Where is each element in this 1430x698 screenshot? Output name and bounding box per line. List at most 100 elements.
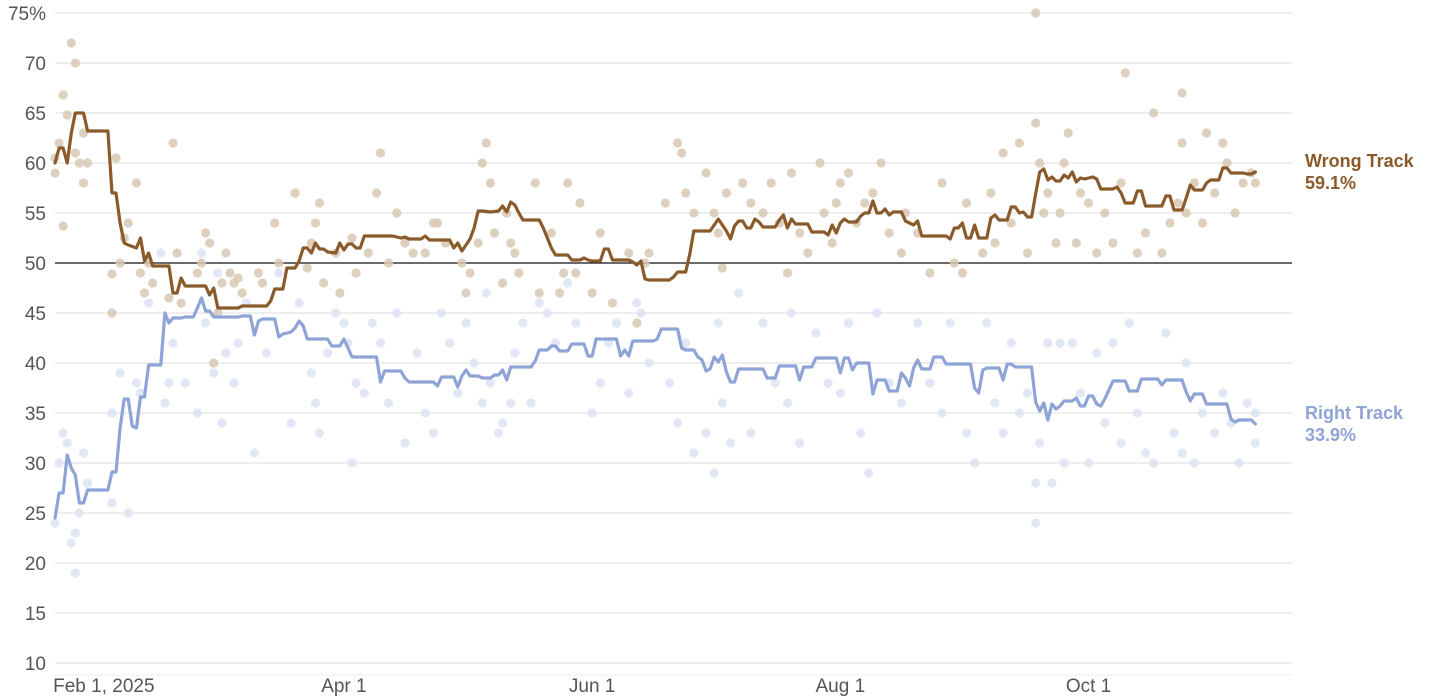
- wrong-track-poll-point: [949, 258, 959, 268]
- wrong-track-poll-point: [50, 168, 60, 178]
- wrong-track-poll-point: [506, 238, 516, 248]
- wrong-track-poll-point: [677, 148, 687, 158]
- wrong-track-poll-point: [831, 198, 841, 208]
- right-track-poll-point: [1124, 318, 1134, 328]
- wrong-track-poll-point: [624, 248, 634, 258]
- right-track-poll-point: [1092, 348, 1102, 358]
- right-track-poll-point: [375, 338, 386, 348]
- right-track-poll-point: [485, 378, 495, 388]
- wrong-track-poll-point: [164, 293, 174, 303]
- y-tick-label: 65: [25, 104, 46, 125]
- y-tick-label: 70: [25, 54, 46, 75]
- wrong-track-poll-point: [107, 308, 117, 318]
- right-track-poll-point: [506, 398, 516, 408]
- right-track-poll-point: [1132, 408, 1142, 418]
- right-track-poll-point: [611, 318, 622, 328]
- right-track-poll-point: [1181, 358, 1191, 368]
- wrong-track-poll-point: [465, 268, 475, 278]
- wrong-track-poll-point: [835, 178, 845, 188]
- wrong-track-poll-point: [1071, 238, 1081, 248]
- wrong-track-poll-point: [559, 268, 569, 278]
- wrong-track-poll-point: [575, 198, 585, 208]
- wrong-track-poll-point: [1022, 248, 1033, 258]
- y-tick-label: 45: [25, 304, 46, 325]
- x-tick-label: Oct 1: [1066, 676, 1111, 697]
- wrong-track-poll-point: [78, 128, 89, 138]
- right-track-poll-point: [314, 428, 325, 438]
- wrong-track-poll-point: [986, 188, 996, 198]
- wrong-track-poll-point: [481, 138, 491, 148]
- right-track-poll-point: [213, 268, 223, 278]
- y-tick-label: 10: [25, 654, 46, 675]
- wrong-track-poll-point: [209, 358, 219, 368]
- right-track-poll-point: [196, 248, 207, 258]
- right-track-poll-point: [1177, 448, 1187, 458]
- right-track-poll-point: [782, 398, 793, 408]
- wrong-track-poll-point: [1120, 68, 1130, 78]
- wrong-track-poll-point: [489, 228, 500, 238]
- wrong-track-poll-point: [782, 268, 793, 278]
- wrong-track-poll-point: [66, 38, 76, 48]
- wrong-track-poll-point: [461, 288, 471, 298]
- wrong-track-poll-point: [1165, 218, 1175, 228]
- wrong-track-poll-point: [196, 258, 207, 268]
- right-track-poll-point: [453, 388, 463, 398]
- wrong-track-poll-point: [795, 228, 805, 238]
- wrong-track-poll-point: [1177, 138, 1187, 148]
- wrong-track-poll-point: [1031, 118, 1041, 128]
- wrong-track-poll-point: [595, 228, 605, 238]
- y-tick-label: 30: [25, 454, 46, 475]
- wrong-track-poll-point: [1108, 238, 1118, 248]
- wrong-track-poll-point: [713, 228, 723, 238]
- wrong-track-poll-point: [1230, 208, 1240, 218]
- wrong-track-poll-point: [392, 208, 402, 218]
- wrong-track-poll-point: [221, 248, 231, 258]
- wrong-track-poll-point: [1218, 138, 1228, 148]
- x-tick-label: Aug 1: [816, 676, 866, 697]
- right-track-poll-point: [681, 338, 691, 348]
- right-track-poll-point: [310, 398, 321, 408]
- right-track-poll-point: [229, 378, 239, 388]
- wrong-track-end-value: 59.1%: [1305, 173, 1356, 193]
- right-track-poll-point: [603, 338, 613, 348]
- right-track-poll-point: [843, 318, 854, 328]
- wrong-track-poll-point: [477, 158, 487, 168]
- wrong-track-poll-point: [766, 178, 776, 188]
- right-track-poll-point: [1189, 458, 1199, 468]
- wrong-track-poll-point: [123, 218, 133, 228]
- wrong-track-poll-point: [1201, 128, 1212, 138]
- wrong-track-series-label: Wrong Track: [1305, 151, 1415, 171]
- right-track-poll-point: [644, 358, 654, 368]
- right-track-poll-point: [595, 378, 605, 388]
- wrong-track-poll-point: [274, 258, 284, 268]
- right-track-poll-point: [1059, 458, 1069, 468]
- right-track-poll-point: [1250, 438, 1260, 448]
- right-track-poll-point: [461, 318, 471, 328]
- wrong-track-poll-point: [1031, 8, 1041, 18]
- right-track-poll-point: [534, 298, 544, 308]
- wrong-track-poll-point: [786, 168, 797, 178]
- right-track-poll-point: [493, 428, 504, 438]
- right-track-poll-point: [526, 398, 536, 408]
- wrong-track-poll-point: [1177, 88, 1187, 98]
- wrong-track-poll-point: [200, 228, 211, 238]
- wrong-track-poll-point: [546, 228, 557, 238]
- right-track-poll-point: [856, 428, 866, 438]
- right-track-end-value: 33.9%: [1305, 425, 1356, 445]
- right-track-poll-point: [713, 318, 723, 328]
- wrong-track-poll-point: [217, 278, 227, 288]
- right-track-poll-point: [135, 388, 146, 398]
- right-track-poll-point: [286, 418, 296, 428]
- wrong-track-poll-point: [400, 238, 410, 248]
- y-tick-label: 60: [25, 154, 46, 175]
- right-track-poll-point: [351, 378, 361, 388]
- y-tick-label: 75%: [8, 4, 46, 25]
- right-track-poll-point: [168, 338, 178, 348]
- wrong-track-poll-point: [644, 248, 654, 258]
- wrong-track-poll-point: [1055, 208, 1065, 218]
- right-track-poll-point: [78, 448, 89, 458]
- wrong-track-poll-point: [514, 268, 524, 278]
- right-track-poll-point: [1169, 428, 1179, 438]
- right-track-poll-point: [672, 418, 683, 428]
